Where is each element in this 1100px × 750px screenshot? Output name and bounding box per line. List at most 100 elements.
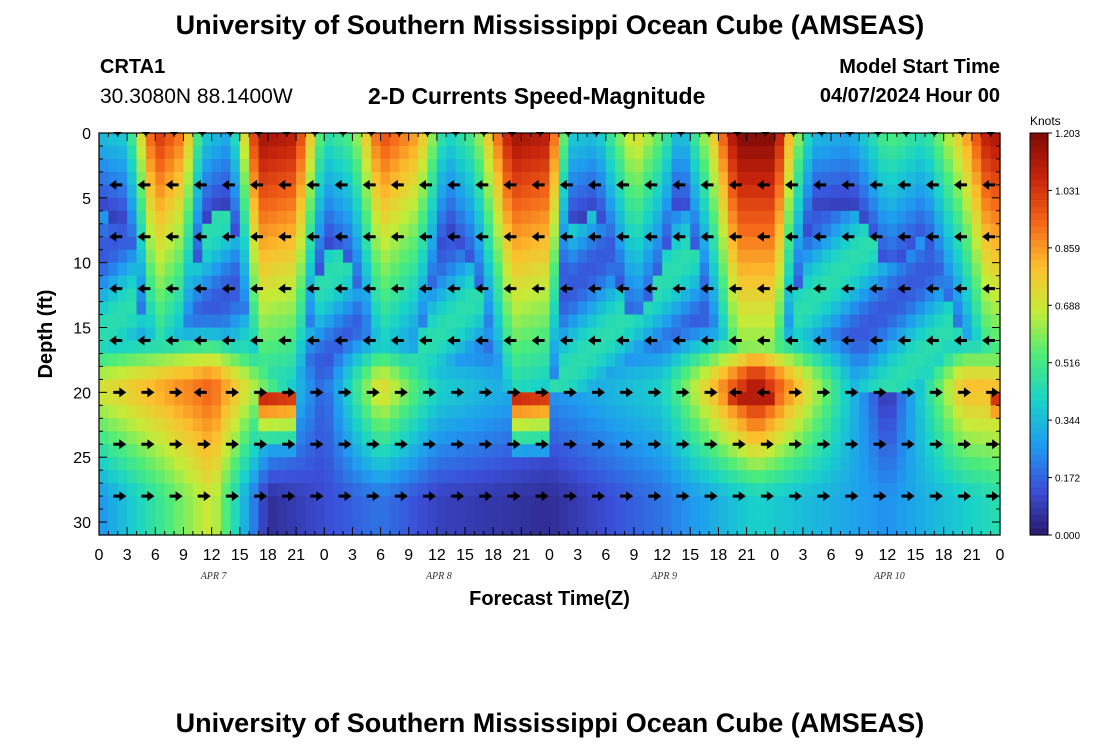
heatmap-cell (324, 210, 335, 225)
heatmap-cell (549, 405, 560, 419)
heatmap-cell (380, 405, 391, 419)
heatmap-cell (924, 431, 935, 445)
heatmap-cell (117, 444, 128, 458)
heatmap-cell (267, 262, 278, 277)
heatmap-cell (127, 392, 138, 406)
heatmap-cell (615, 223, 626, 238)
current-arrowhead (306, 335, 314, 346)
heatmap-cell (455, 418, 466, 432)
heatmap-cell (399, 379, 410, 393)
heatmap-cell (774, 327, 785, 342)
heatmap-cell (230, 327, 241, 342)
heatmap-cell (380, 470, 391, 484)
heatmap-cell (784, 314, 795, 329)
heatmap-cell (821, 275, 832, 290)
current-arrowhead (795, 439, 803, 450)
current-arrowhead (400, 387, 408, 398)
heatmap-cell (427, 197, 438, 212)
heatmap-cell (474, 210, 485, 225)
current-arrowhead (728, 387, 736, 398)
heatmap-cell (887, 275, 898, 290)
current-arrowhead (447, 179, 455, 190)
heatmap-cell (249, 262, 260, 277)
heatmap-cell (408, 379, 419, 393)
heatmap-cell (296, 223, 307, 238)
heatmap-cell (887, 483, 898, 497)
heatmap-cell (680, 210, 691, 225)
heatmap-cell (155, 249, 166, 264)
heatmap-cell (314, 327, 325, 342)
heatmap-cell (493, 522, 504, 536)
heatmap-cell (633, 314, 644, 329)
heatmap-cell (887, 314, 898, 329)
heatmap-cell (971, 197, 982, 212)
heatmap-cell (981, 444, 992, 458)
heatmap-cell (333, 457, 344, 471)
current-arrowhead (597, 491, 605, 502)
heatmap-cell (99, 522, 109, 536)
heatmap-cell (493, 457, 504, 471)
heatmap-cell (418, 288, 429, 303)
heatmap-cell (192, 184, 203, 199)
heatmap-cell (727, 133, 738, 147)
heatmap-cell (727, 470, 738, 484)
heatmap-cell (540, 457, 551, 471)
heatmap-cell (558, 171, 569, 186)
heatmap-cell (305, 197, 316, 212)
heatmap-cell (577, 184, 588, 199)
current-arrowhead (231, 491, 239, 502)
heatmap-cell (915, 301, 926, 316)
heatmap-cell (699, 483, 710, 497)
heatmap-cell (361, 171, 372, 186)
heatmap-cell (455, 133, 466, 147)
heatmap-cell (249, 171, 260, 186)
heatmap-cell (446, 223, 457, 238)
heatmap-cell (718, 353, 729, 368)
heatmap-cell (418, 223, 429, 238)
heatmap-cell (615, 197, 626, 212)
heatmap-cell (924, 340, 935, 355)
heatmap-cell (549, 353, 560, 368)
colorbar-segment (1030, 441, 1048, 449)
heatmap-cell (831, 470, 842, 484)
heatmap-cell (361, 444, 372, 458)
heatmap-cell (502, 184, 513, 199)
current-arrowhead (682, 439, 690, 450)
heatmap-cell (709, 392, 720, 406)
heatmap-cell (343, 496, 354, 510)
heatmap-cell (934, 340, 945, 355)
heatmap-cell (558, 366, 569, 380)
heatmap-cell (643, 327, 654, 342)
heatmap-cell (671, 197, 682, 212)
heatmap-cell (230, 249, 241, 264)
heatmap-cell (446, 483, 457, 497)
heatmap-cell (164, 366, 175, 380)
heatmap-cell (465, 379, 476, 393)
heatmap-cell (990, 145, 1001, 160)
heatmap-cell (840, 470, 851, 484)
heatmap-cell (493, 418, 504, 432)
heatmap-cell (596, 522, 607, 536)
heatmap-cell (746, 171, 757, 186)
heatmap-cell (296, 327, 307, 342)
heatmap-cell (211, 470, 222, 484)
heatmap-cell (793, 145, 804, 160)
heatmap-cell (643, 431, 654, 445)
heatmap-cell (568, 496, 579, 510)
heatmap-cell (483, 288, 494, 303)
heatmap-cell (868, 184, 879, 199)
heatmap-cell (380, 509, 391, 523)
current-arrowhead (288, 439, 296, 450)
heatmap-cell (680, 288, 691, 303)
heatmap-cell (812, 301, 823, 316)
heatmap-cell (577, 197, 588, 212)
current-arrowhead (559, 335, 567, 346)
heatmap-cell (108, 197, 119, 212)
heatmap-cell (286, 483, 297, 497)
heatmap-cell (418, 171, 429, 186)
heatmap-cell (455, 184, 466, 199)
heatmap-cell (981, 496, 992, 510)
heatmap-cell (915, 418, 926, 432)
heatmap-cell (117, 171, 128, 186)
heatmap-cell (615, 392, 626, 406)
